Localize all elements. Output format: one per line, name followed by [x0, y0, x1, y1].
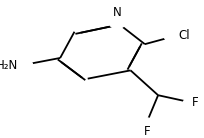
Text: F: F: [192, 96, 199, 109]
Text: F: F: [144, 125, 150, 138]
Text: H₂N: H₂N: [0, 59, 18, 72]
Circle shape: [8, 57, 33, 74]
Circle shape: [184, 98, 196, 106]
Text: Cl: Cl: [178, 29, 190, 42]
Text: N: N: [113, 6, 122, 19]
Circle shape: [109, 17, 125, 28]
Circle shape: [141, 118, 153, 126]
Circle shape: [164, 28, 187, 43]
